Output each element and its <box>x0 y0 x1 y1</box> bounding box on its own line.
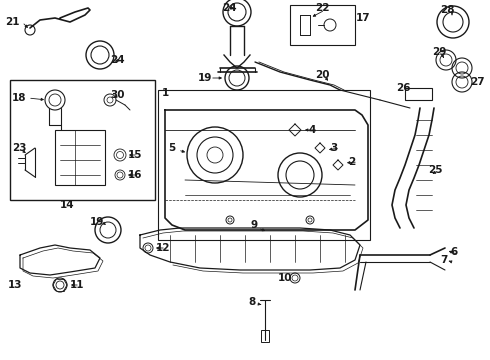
Text: 24: 24 <box>110 55 124 65</box>
Text: 21: 21 <box>5 17 20 27</box>
Text: 20: 20 <box>315 70 329 80</box>
Text: 19: 19 <box>90 217 104 227</box>
Text: 5: 5 <box>168 143 175 153</box>
Text: 17: 17 <box>356 13 370 23</box>
Text: 13: 13 <box>8 280 23 290</box>
Text: 10: 10 <box>278 273 293 283</box>
Bar <box>55 130 105 185</box>
Bar <box>158 90 370 240</box>
Text: 4: 4 <box>308 125 316 135</box>
Text: 2: 2 <box>348 157 355 167</box>
Text: 6: 6 <box>450 247 457 257</box>
Text: 27: 27 <box>470 77 485 87</box>
Text: 12: 12 <box>156 243 171 253</box>
Text: 22: 22 <box>315 3 329 13</box>
Text: 9: 9 <box>250 220 257 230</box>
Text: 28: 28 <box>440 5 455 15</box>
Text: 16: 16 <box>128 170 143 180</box>
Text: 11: 11 <box>70 280 84 290</box>
Bar <box>290 5 355 45</box>
Text: 14: 14 <box>60 200 74 210</box>
Text: 15: 15 <box>128 150 143 160</box>
Text: 23: 23 <box>12 143 26 153</box>
Text: 3: 3 <box>330 143 337 153</box>
Text: 1: 1 <box>162 88 169 98</box>
Text: 30: 30 <box>110 90 124 100</box>
Bar <box>10 80 155 200</box>
Bar <box>261 330 269 342</box>
Text: 24: 24 <box>222 3 237 13</box>
Text: 8: 8 <box>248 297 255 307</box>
Text: 26: 26 <box>396 83 411 93</box>
Text: 29: 29 <box>432 47 446 57</box>
Text: 25: 25 <box>428 165 442 175</box>
Text: 7: 7 <box>440 255 447 265</box>
Text: 19: 19 <box>198 73 212 83</box>
Bar <box>405 88 432 100</box>
Text: 18: 18 <box>12 93 26 103</box>
